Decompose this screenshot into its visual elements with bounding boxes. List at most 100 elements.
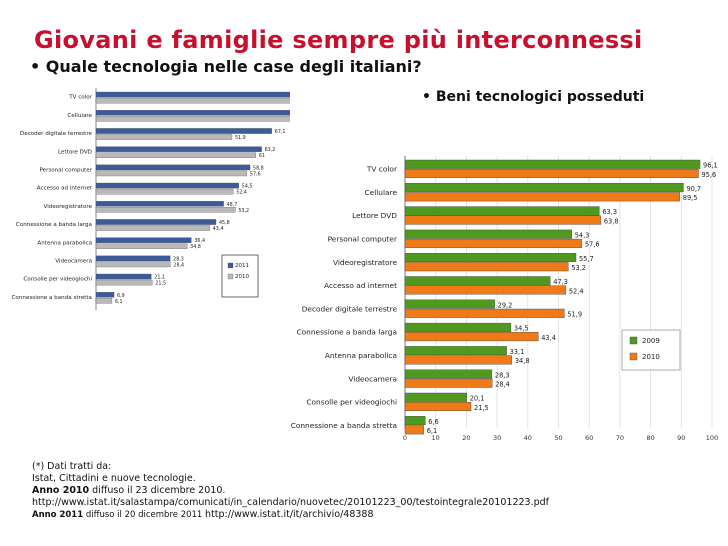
left-legend-swatch-2010 (227, 273, 234, 280)
footer-line-1: (*) Dati tratti da: (32, 461, 112, 472)
left-value-label-2011-lettore-dvd: 63,2 (265, 147, 276, 153)
right-bar-2009-antenna-parabolica (404, 346, 507, 356)
right-value-label-2009-videocamera: 28,3 (495, 371, 510, 379)
left-bar-2010-tv-color (95, 97, 290, 104)
left-value-label-2010-accesso-ad-internet: 52,4 (236, 190, 247, 196)
left-bar-2010-videoregistratore (95, 207, 236, 213)
left-bar-2011-lettore-dvd (95, 146, 262, 152)
right-bar-2009-accesso-ad-internet (404, 276, 551, 286)
left-bar-2011-videoregistratore (95, 201, 224, 207)
left-bar-2010-videocamera (95, 261, 171, 268)
left-bar-2011-videocamera (95, 255, 171, 262)
right-chart-background (284, 148, 716, 448)
right-bar-2010-antenna-parabolica (404, 355, 513, 365)
right-bar-2009-lettore-dvd (404, 206, 600, 216)
right-category-label-personal-computer: Personal computer (328, 235, 398, 244)
right-legend-box (621, 329, 681, 371)
left-bar-2011-tv-color (95, 91, 290, 98)
right-value-label-2010-tv-color: 95,6 (701, 171, 716, 179)
right-value-label-2010-connessione-a-banda-larga: 43,4 (541, 334, 556, 342)
left-value-label-2011-accesso-ad-internet: 54,5 (242, 184, 253, 190)
left-value-label-2011-personal-computer: 58,8 (253, 165, 264, 171)
right-bar-2010-videocamera (404, 378, 493, 388)
left-value-label-2010-connessione-a-banda-stretta: 6,1 (115, 299, 123, 305)
right-category-label-cellulare: Cellulare (364, 188, 397, 197)
right-bar-2009-videocamera (404, 369, 493, 379)
right-bar-2010-personal-computer (404, 238, 583, 248)
left-bar-2011-personal-computer (95, 164, 251, 171)
right-value-label-2009-personal-computer: 54,3 (575, 232, 590, 240)
left-legend-label-2011: 2011 (235, 263, 249, 269)
right-xtick-label-50: 50 (554, 434, 562, 442)
left-bar-2010-lettore-dvd (95, 152, 256, 158)
right-bar-2009-cellulare (404, 183, 684, 193)
left-value-label-2011-consolle-per-videogiochi: 21,1 (154, 275, 165, 281)
right-xtick-label-0: 0 (403, 434, 407, 442)
left-value-label-2011-videocamera: 28,3 (173, 256, 184, 262)
right-value-label-2009-cellulare: 90,7 (686, 185, 701, 193)
left-value-label-2011-videoregistratore: 48,7 (227, 202, 238, 208)
right-bar-2009-consolle-per-videogiochi (404, 392, 467, 402)
left-legend-swatch-2011 (227, 262, 234, 269)
left-category-label-lettore-dvd: Lettore DVD (58, 149, 92, 155)
left-value-label-2011-connessione-a-banda-larga: 45,8 (219, 220, 230, 226)
right-category-label-videoregistratore: Videoregistratore (333, 258, 397, 267)
left-bar-2010-connessione-a-banda-stretta (95, 298, 113, 304)
left-value-label-2010-lettore-dvd: 61 (259, 153, 265, 159)
right-value-label-2009-decoder-digitale-terrestre: 29,2 (498, 301, 513, 309)
right-bar-2010-connessione-a-banda-stretta (404, 425, 424, 435)
left-category-label-accesso-ad-internet: Accesso ad internet (37, 186, 93, 192)
left-category-label-tv-color: TV color (68, 95, 92, 101)
right-bar-2009-connessione-a-banda-stretta (404, 416, 426, 426)
left-value-label-2011-connessione-a-banda-stretta: 6,9 (117, 293, 125, 299)
right-value-label-2010-lettore-dvd: 63,8 (604, 217, 619, 225)
left-bar-2011-consolle-per-videogiochi (95, 273, 152, 280)
right-value-label-2009-connessione-a-banda-larga: 34,5 (514, 325, 529, 333)
right-bar-2010-accesso-ad-internet (404, 285, 567, 295)
right-xtick-label-70: 70 (616, 434, 624, 442)
footer-year-2010: Anno 2010 (32, 485, 90, 496)
right-bar-2009-decoder-digitale-terrestre (404, 299, 495, 309)
left-bar-chart: TV color96,395,6Cellulare91,689,5Decoder… (2, 84, 290, 320)
right-chart-caption: • Beni tecnologici posseduti (422, 89, 645, 105)
left-value-label-2010-connessione-a-banda-larga: 43,4 (213, 226, 224, 232)
footer-date-2011: diffuso il 20 dicembre 2011 (83, 510, 206, 520)
right-bar-2009-videoregistratore (404, 252, 577, 262)
left-bar-2011-cellulare (95, 110, 290, 116)
right-xtick-label-20: 20 (462, 434, 470, 442)
right-category-label-connessione-a-banda-stretta: Connessione a banda stretta (291, 421, 397, 430)
left-value-label-2011-antenna-parabolica: 36,4 (194, 238, 205, 244)
right-bar-2010-connessione-a-banda-larga (404, 332, 539, 342)
right-category-label-accesso-ad-internet: Accesso ad internet (324, 281, 397, 290)
slide-title: Giovani e famiglie sempre più interconne… (34, 26, 643, 54)
left-bar-2010-personal-computer (95, 170, 248, 177)
left-value-label-2010-consolle-per-videogiochi: 21,5 (155, 281, 166, 287)
right-xtick-label-30: 30 (493, 434, 501, 442)
left-legend-label-2010: 2010 (235, 274, 249, 280)
left-bar-2011-accesso-ad-internet (95, 182, 239, 189)
right-bar-2010-tv-color (404, 168, 699, 178)
left-category-label-videoregistratore: Videoregistratore (44, 204, 93, 210)
right-bar-2009-personal-computer (404, 229, 572, 239)
slide-bullet: • Quale tecnologia nelle case degli ital… (30, 57, 422, 76)
left-value-label-2010-videoregistratore: 53,2 (238, 208, 249, 214)
left-bar-2011-connessione-a-banda-stretta (95, 292, 115, 298)
left-bar-2010-cellulare (95, 116, 290, 122)
footer-line-3: Anno 2010 diffuso il 23 dicembre 2010. (32, 485, 549, 497)
footer-link-2011[interactable]: http://www.istat.it/it/archivio/48388 (205, 509, 374, 520)
footer-link-2010[interactable]: http://www.istat.it/salastampa/comunicat… (32, 497, 550, 508)
right-xtick-label-80: 80 (646, 434, 654, 442)
right-bar-2009-tv-color (404, 159, 701, 169)
right-xtick-label-90: 90 (677, 434, 685, 442)
right-value-label-2009-connessione-a-banda-stretta: 6,6 (428, 418, 439, 426)
left-category-label-personal-computer: Personal computer (39, 168, 92, 174)
right-value-label-2009-videoregistratore: 55,7 (579, 255, 594, 263)
left-category-label-antenna-parabolica: Antenna parabolica (37, 240, 92, 246)
right-value-label-2009-lettore-dvd: 63,3 (602, 208, 617, 216)
left-category-label-connessione-a-banda-stretta: Connessione a banda stretta (12, 295, 92, 301)
right-value-label-2010-accesso-ad-internet: 52,4 (569, 287, 584, 295)
left-bar-2011-antenna-parabolica (95, 237, 192, 243)
left-category-label-cellulare: Cellulare (67, 113, 92, 119)
right-value-label-2010-antenna-parabolica: 34,8 (515, 357, 530, 365)
right-value-label-2010-videoregistratore: 53,2 (571, 264, 586, 272)
